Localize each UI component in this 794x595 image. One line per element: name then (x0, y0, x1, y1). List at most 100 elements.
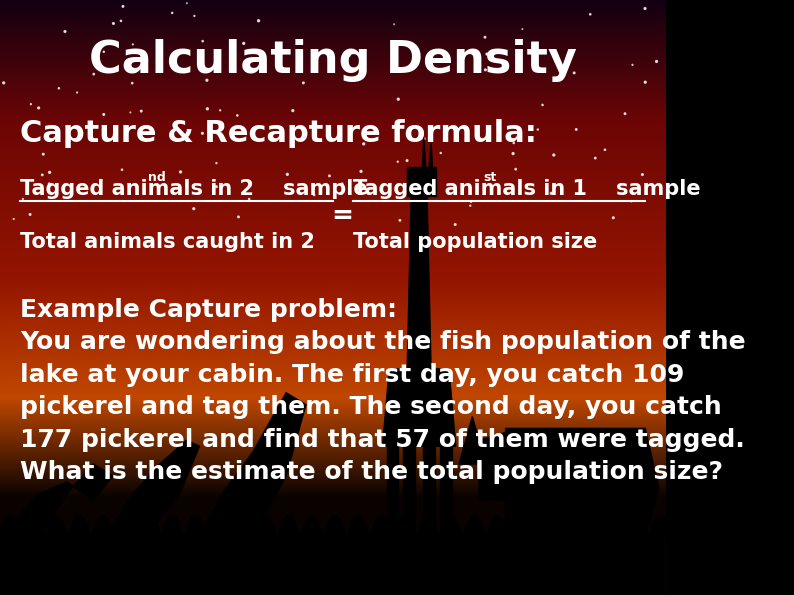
Point (340, 62, 353, 72)
Point (343, 51, 356, 60)
Polygon shape (0, 536, 665, 595)
Point (107, 18, 120, 28)
Point (308, 190, 321, 200)
Point (589, 154, 602, 163)
Point (545, 189, 557, 198)
Polygon shape (479, 428, 519, 500)
Point (281, 170, 294, 179)
Text: Capture & Recapture formula:: Capture & Recapture formula: (20, 119, 537, 148)
Point (516, 24, 529, 34)
Point (125, 79, 138, 88)
Polygon shape (423, 446, 435, 577)
Point (166, 8, 179, 18)
Polygon shape (106, 440, 199, 536)
Polygon shape (228, 536, 237, 577)
Point (507, 138, 520, 148)
Polygon shape (115, 536, 125, 571)
Point (36, 170, 48, 180)
Point (401, 156, 414, 165)
Polygon shape (407, 196, 431, 369)
Point (252, 16, 265, 26)
Point (398, 39, 410, 48)
Point (187, 204, 200, 214)
Point (87, 70, 100, 79)
Polygon shape (407, 167, 436, 196)
Polygon shape (208, 536, 218, 577)
Point (71, 87, 83, 97)
Text: Example Capture problem:
You are wondering about the fish population of the
lake: Example Capture problem: You are wonderi… (20, 298, 746, 484)
Polygon shape (199, 393, 306, 536)
Point (124, 108, 137, 117)
Point (639, 77, 652, 87)
Point (536, 100, 549, 109)
Point (434, 148, 447, 158)
Point (355, 167, 368, 176)
Point (619, 109, 631, 118)
Polygon shape (606, 536, 618, 577)
Point (214, 105, 226, 115)
Polygon shape (429, 143, 433, 167)
Point (392, 95, 405, 104)
Point (117, 2, 129, 11)
Point (507, 149, 519, 158)
Point (126, 40, 139, 49)
Point (391, 157, 404, 167)
Text: st: st (484, 171, 497, 184)
Point (33, 103, 45, 112)
Point (37, 149, 50, 159)
Point (638, 4, 651, 13)
Point (180, 0, 193, 8)
Point (408, 218, 421, 227)
Point (0, 78, 10, 87)
Point (287, 106, 299, 115)
Point (394, 215, 407, 225)
Polygon shape (182, 536, 191, 571)
Point (547, 151, 560, 160)
Point (357, 139, 370, 149)
Text: Total population size: Total population size (353, 232, 597, 252)
Point (527, 49, 540, 59)
Point (196, 129, 209, 138)
Point (98, 109, 110, 119)
Polygon shape (0, 464, 113, 536)
Point (24, 209, 37, 219)
Point (201, 104, 214, 114)
Point (626, 60, 639, 70)
Polygon shape (162, 536, 171, 571)
Point (464, 197, 477, 206)
Point (336, 179, 349, 189)
Point (135, 107, 148, 116)
Polygon shape (403, 446, 415, 577)
Polygon shape (383, 369, 456, 446)
Point (237, 39, 250, 48)
Point (509, 164, 522, 174)
Point (464, 201, 476, 211)
Polygon shape (387, 446, 399, 577)
Point (210, 158, 223, 168)
Point (75, 127, 87, 136)
Text: =: = (332, 203, 353, 228)
Point (210, 182, 222, 192)
Point (607, 213, 619, 223)
Point (480, 49, 493, 59)
Point (568, 68, 580, 78)
Point (531, 125, 544, 134)
Point (114, 16, 127, 26)
Point (387, 20, 400, 29)
Point (625, 196, 638, 206)
Polygon shape (506, 428, 658, 536)
Polygon shape (580, 536, 592, 577)
Point (584, 10, 596, 19)
Point (188, 11, 201, 21)
Point (25, 99, 37, 109)
Point (59, 27, 71, 36)
Point (479, 65, 491, 74)
Point (232, 212, 245, 222)
Point (98, 47, 110, 57)
Point (196, 36, 209, 46)
Point (479, 33, 491, 42)
Point (418, 134, 430, 143)
Point (449, 220, 461, 229)
Point (636, 170, 649, 179)
Point (43, 179, 56, 189)
